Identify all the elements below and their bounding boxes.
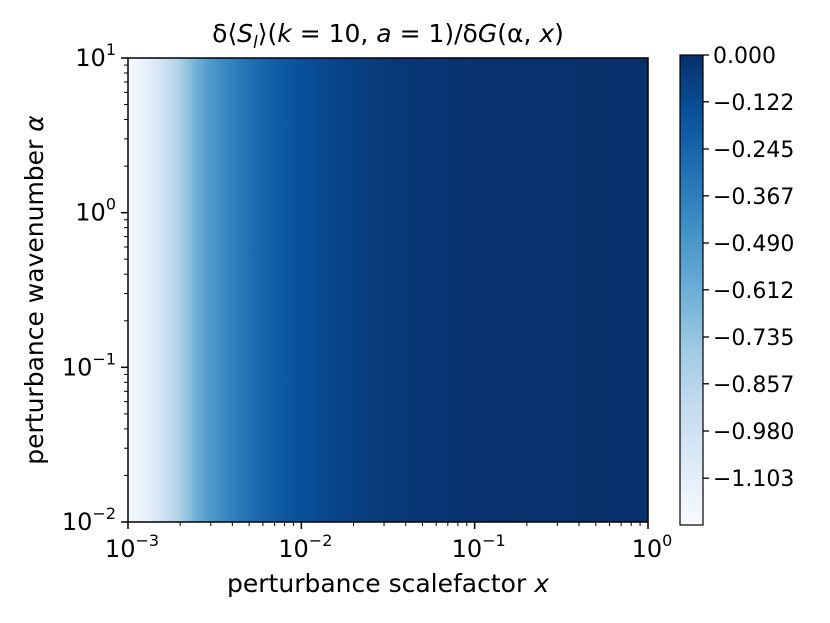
heatmap-field [128,58,648,522]
colorbar-ticks: 0.000 −0.122 −0.245 −0.367 −0.490 −0.612 −0.73… [703,44,794,492]
colorbar-tick-label: −0.245 [713,138,794,163]
y-tick-label: 10−1 [62,349,116,381]
y-tick-label: 100 [75,195,116,227]
x-tick-label: 10−2 [278,531,332,563]
colorbar-tick-label: −0.980 [713,420,794,445]
colorbar-tick-label: −0.612 [713,279,794,304]
colorbar-tick-label: −0.490 [713,232,794,257]
x-axis-ticks: 10−3 10−2 10−1 100 [105,522,672,563]
x-tick-label: 10−3 [105,531,159,563]
x-tick-label: 10−1 [452,531,506,563]
chart-title: δ⟨Sl⟩(k = 10, a = 1)/δG(α, x) [212,19,564,53]
y-tick-label: 10−2 [62,504,116,536]
colorbar-tick-label: −0.367 [713,185,794,210]
y-tick-label: 101 [75,40,116,72]
y-axis-label: perturbance wavenumber α [20,115,49,465]
colorbar [679,54,704,526]
y-axis-ticks: 10−2 10−1 100 101 [62,40,128,536]
colorbar-tick-label: −1.103 [713,467,794,492]
colorbar-tick-label: −0.735 [713,326,794,351]
colorbar-tick-label: −0.122 [713,91,794,116]
colorbar-tick-label: 0.000 [713,44,776,69]
colorbar-tick-label: −0.857 [713,373,794,398]
plot-frame [127,57,649,523]
x-tick-label: 100 [632,531,673,563]
x-axis-label: perturbance scalefactor x [227,569,549,598]
